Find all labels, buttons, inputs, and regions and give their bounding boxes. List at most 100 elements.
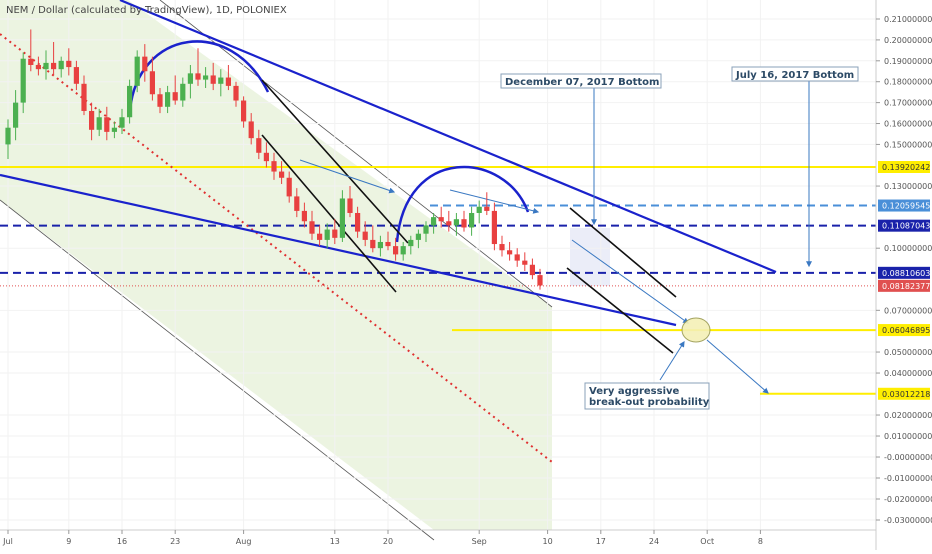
y-tick-label: 0.04000000	[884, 369, 932, 378]
annotation-box	[731, 66, 859, 82]
y-tick-label: 0.20000000	[884, 36, 932, 45]
price-badge-label: 0.08182377	[882, 282, 930, 291]
candle-body	[529, 264, 535, 276]
candle-body	[385, 241, 391, 247]
candle-body	[13, 102, 19, 128]
annotation-text: July 16, 2017 Bottom	[735, 70, 854, 81]
candle-body	[476, 206, 482, 213]
y-tick-label: 0.15000000	[884, 140, 932, 149]
arrow-annotation	[299, 159, 396, 194]
x-tick-label: 8	[758, 537, 763, 546]
candle-body	[195, 73, 201, 80]
candle-body	[256, 138, 262, 153]
channel-lower-edge	[0, 199, 435, 541]
annotation-text-line: Very aggressive	[589, 386, 680, 397]
y-tick-label: 0.16000000	[884, 120, 932, 129]
candle-body	[119, 117, 125, 128]
candle-body	[309, 221, 315, 234]
annotation-text: December 07, 2017 Bottom	[505, 77, 659, 88]
candle-body	[324, 229, 330, 240]
y-tick-label: 0.17000000	[884, 99, 932, 108]
arc-middle	[395, 165, 530, 243]
price-badge-label: 0.03012218	[882, 390, 930, 399]
price-badge-label: 0.08810603	[882, 269, 930, 278]
lower-support-trendline	[0, 173, 677, 327]
upper-resistance-trendline	[119, 0, 777, 274]
candle-body	[35, 64, 41, 70]
y-tick-label: -0.01000000	[884, 474, 932, 483]
annotation-box	[500, 73, 662, 89]
annotations-layer: December 07, 2017 Bottom July 16, 2017 Bo…	[500, 66, 859, 410]
candle-body	[377, 241, 383, 249]
x-tick-label: Aug	[236, 537, 252, 546]
x-tick-label: 23	[170, 537, 180, 546]
candle-body	[393, 246, 399, 255]
candle-body	[142, 56, 148, 72]
chart-title: NEM / Dollar (calculated by TradingView)…	[6, 5, 287, 16]
x-tick-label: 10	[543, 537, 553, 546]
y-tick-label: -0.00000000	[884, 453, 932, 462]
y-tick-label: 0.18000000	[884, 78, 932, 87]
candle-body	[58, 60, 64, 70]
candle-body	[248, 121, 254, 139]
y-tick-label: -0.03000000	[884, 516, 932, 525]
candle-body	[453, 219, 459, 226]
candle-body	[203, 75, 209, 80]
candle-body	[20, 58, 26, 103]
candle-body	[81, 83, 87, 111]
x-tick-label: Oct	[700, 537, 714, 546]
candles-layer	[5, 29, 543, 290]
candle-body	[73, 67, 79, 84]
candle-body	[127, 85, 133, 118]
y-tick-label: -0.02000000	[884, 495, 932, 504]
y-tick-label: 0.21000000	[884, 15, 932, 24]
black-channel-line	[566, 267, 674, 354]
price-badge	[878, 324, 930, 337]
candle-body	[210, 75, 216, 84]
price-badge-label: 0.12059545	[882, 202, 930, 211]
arrow-annotation	[571, 239, 689, 324]
candle-body	[423, 225, 429, 234]
candle-body	[347, 198, 353, 213]
x-tick-label: Sep	[472, 537, 487, 546]
channel-upper-edge	[159, 0, 553, 308]
annotation-december-bottom: December 07, 2017 Bottom	[500, 73, 662, 89]
trendlines-layer	[0, 0, 812, 463]
candle-body	[491, 210, 497, 245]
candle-body	[5, 127, 11, 145]
candle-body	[469, 212, 475, 228]
candle-body	[51, 62, 57, 70]
x-tick-label: Jul	[2, 537, 13, 546]
candle-body	[301, 210, 307, 222]
annotation-text-line: break-out probability	[589, 397, 710, 408]
price-badge	[878, 219, 930, 232]
x-tick-label: 20	[383, 537, 393, 546]
candle-body	[484, 206, 490, 211]
black-channel-line	[261, 79, 409, 244]
x-tick-label: 24	[649, 537, 659, 546]
arrow-annotation	[659, 340, 685, 381]
y-tick-label: 0.19000000	[884, 57, 932, 66]
candle-body	[286, 177, 292, 197]
candle-body	[294, 196, 300, 211]
candle-body	[499, 244, 505, 251]
candle-body	[370, 239, 376, 249]
candle-body	[362, 231, 368, 240]
candle-body	[233, 85, 239, 101]
candle-body	[89, 110, 95, 130]
x-tick-label: 9	[66, 537, 71, 546]
candle-body	[225, 77, 231, 86]
candle-body	[165, 92, 171, 107]
candle-body	[134, 56, 140, 86]
y-tick-label: 0.13000000	[884, 182, 932, 191]
x-tick-label: 16	[117, 537, 127, 546]
candle-body	[431, 217, 437, 226]
candle-body	[187, 73, 193, 84]
candle-body	[507, 250, 513, 255]
arrow-annotation	[449, 189, 540, 214]
y-tick-label: 0.01000000	[884, 432, 932, 441]
candle-body	[271, 161, 277, 172]
